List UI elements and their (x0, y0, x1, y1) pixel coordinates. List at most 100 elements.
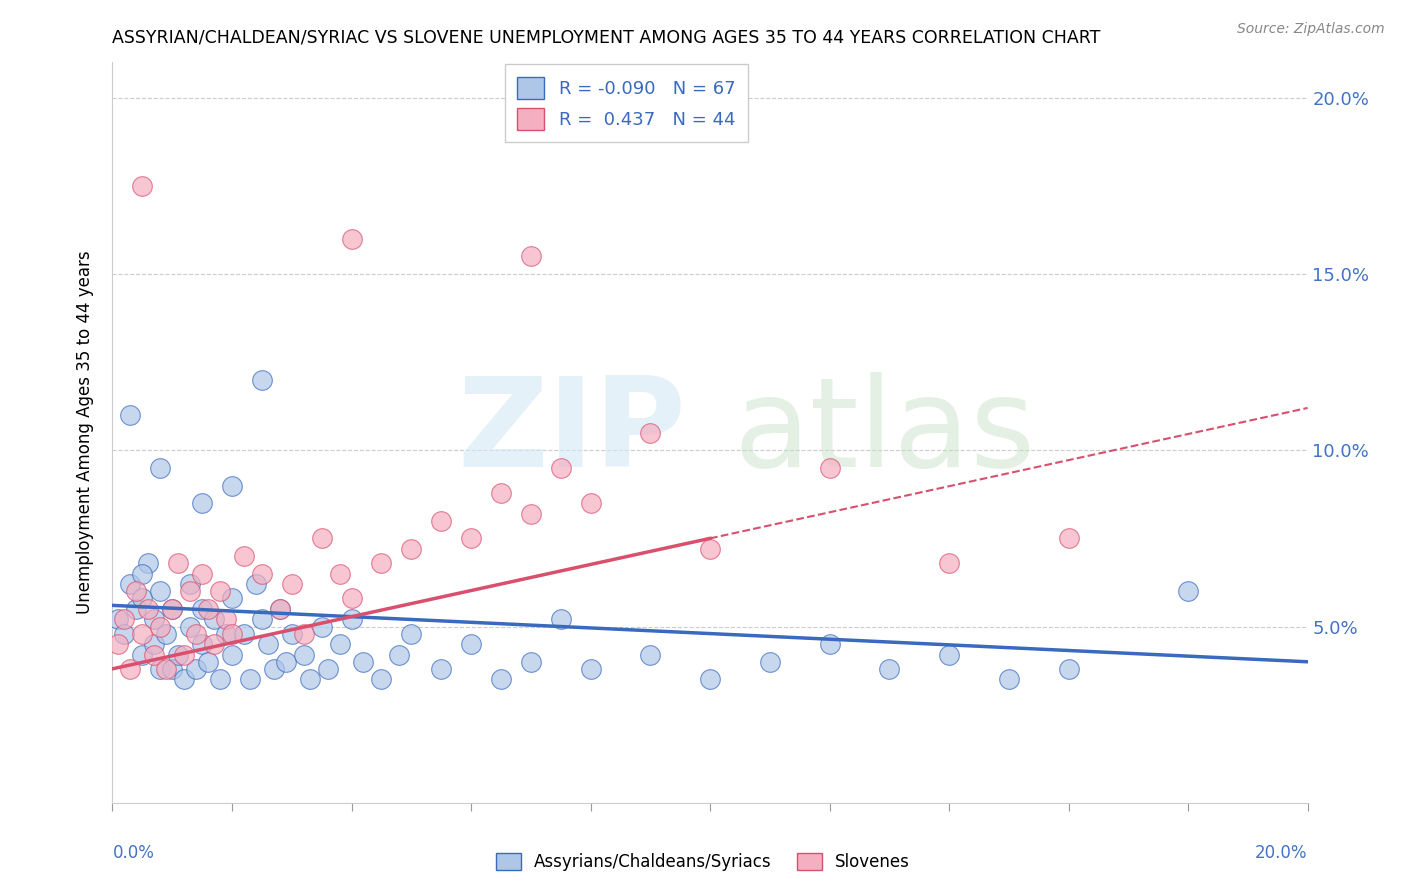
Point (1177, 584, 1199, 599)
Y-axis label: Unemployment Among Ages 35 to 44 years: Unemployment Among Ages 35 to 44 years (76, 251, 94, 615)
Point (162, 662, 183, 676)
Point (114, 612, 135, 626)
Point (759, 655, 782, 669)
Point (998, 673, 1021, 687)
Point (430, 662, 453, 676)
Point (114, 626, 135, 640)
Point (269, 602, 291, 616)
Point (699, 673, 721, 687)
Point (191, 602, 214, 616)
Point (239, 673, 262, 687)
Text: ZIP: ZIP (457, 372, 686, 493)
Point (131, 591, 153, 606)
Point (640, 648, 662, 662)
Point (370, 673, 392, 687)
Point (138, 602, 160, 616)
Point (173, 673, 195, 687)
Point (149, 461, 172, 475)
Point (579, 662, 602, 676)
Point (221, 591, 243, 606)
Point (179, 577, 201, 591)
Point (149, 662, 172, 676)
Point (250, 612, 273, 626)
Legend: Assyrians/Chaldeans/Syriacs, Slovenes: Assyrians/Chaldeans/Syriacs, Slovenes (488, 845, 918, 880)
Point (281, 577, 304, 591)
Point (162, 602, 183, 616)
Point (550, 461, 572, 475)
Point (149, 584, 172, 599)
Point (316, 662, 339, 676)
Point (370, 556, 392, 570)
Point (250, 373, 273, 387)
Point (233, 549, 256, 563)
Point (149, 619, 172, 633)
Point (125, 602, 148, 616)
Point (107, 612, 129, 626)
Point (143, 637, 166, 651)
Point (311, 619, 333, 633)
Point (401, 626, 423, 640)
Text: ASSYRIAN/CHALDEAN/SYRIAC VS SLOVENE UNEMPLOYMENT AMONG AGES 35 TO 44 YEARS CORRE: ASSYRIAN/CHALDEAN/SYRIAC VS SLOVENE UNEM… (112, 29, 1101, 47)
Point (155, 662, 177, 676)
Point (281, 626, 304, 640)
Point (179, 584, 201, 599)
Point (520, 655, 543, 669)
Point (167, 648, 190, 662)
Point (191, 496, 214, 510)
Point (818, 461, 841, 475)
Point (269, 602, 291, 616)
Point (250, 566, 273, 581)
Point (162, 602, 183, 616)
Point (186, 626, 208, 640)
Point (209, 584, 232, 599)
Point (131, 626, 153, 640)
Point (191, 566, 214, 581)
Point (179, 619, 201, 633)
Point (520, 249, 543, 263)
Point (143, 612, 166, 626)
Point (131, 566, 153, 581)
Point (120, 662, 142, 676)
Point (215, 612, 238, 626)
Point (215, 626, 238, 640)
Point (938, 648, 960, 662)
Point (107, 637, 129, 651)
Text: 0.0%: 0.0% (112, 844, 155, 862)
Point (191, 637, 214, 651)
Point (263, 662, 285, 676)
Point (699, 541, 721, 556)
Point (1057, 532, 1080, 546)
Point (221, 648, 243, 662)
Point (143, 648, 166, 662)
Point (186, 662, 208, 676)
Point (202, 637, 225, 651)
Point (167, 556, 190, 570)
Point (489, 485, 512, 500)
Point (329, 566, 352, 581)
Point (430, 514, 453, 528)
Text: 20.0%: 20.0% (1256, 844, 1308, 862)
Point (311, 532, 333, 546)
Point (125, 584, 148, 599)
Point (292, 648, 315, 662)
Point (155, 626, 177, 640)
Point (818, 637, 841, 651)
Point (233, 626, 256, 640)
Point (173, 648, 195, 662)
Point (197, 655, 219, 669)
Point (120, 577, 142, 591)
Point (221, 478, 243, 492)
Point (202, 612, 225, 626)
Point (245, 577, 267, 591)
Point (460, 637, 482, 651)
Point (879, 662, 901, 676)
Point (388, 648, 411, 662)
Point (274, 655, 297, 669)
Point (1057, 662, 1080, 676)
Text: atlas: atlas (734, 372, 1036, 493)
Point (520, 507, 543, 521)
Point (209, 673, 232, 687)
Point (340, 232, 363, 246)
Point (401, 541, 423, 556)
Point (640, 425, 662, 440)
